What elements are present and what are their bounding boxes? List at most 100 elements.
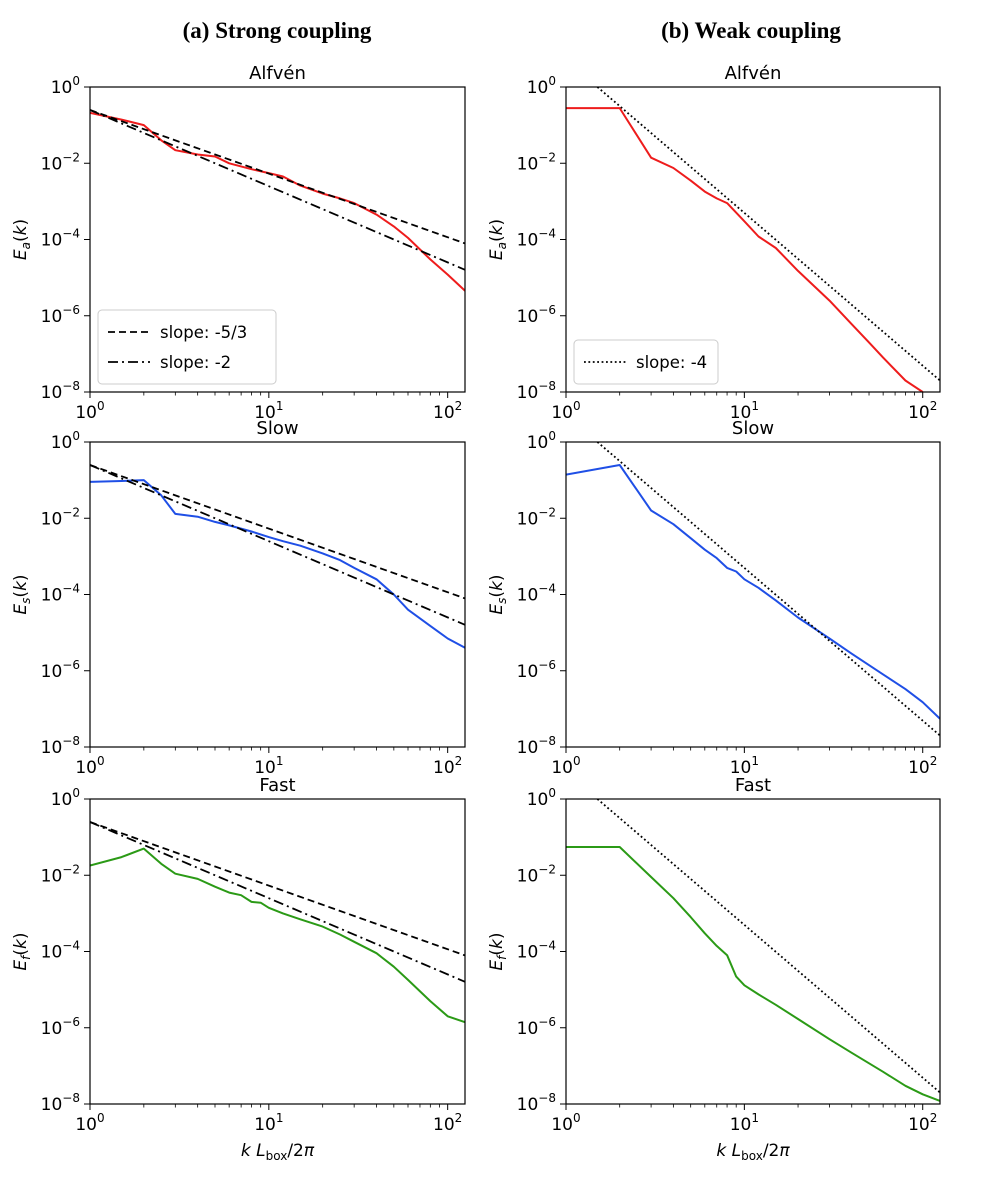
- y-tick-label: 100: [51, 74, 80, 98]
- column-title-weak: (b) Weak coupling: [661, 18, 841, 43]
- y-tick-label: 10−6: [41, 658, 80, 682]
- axes-frame: [565, 441, 941, 748]
- reference-slope-line: [90, 109, 465, 245]
- y-tick-label: 10−4: [41, 227, 80, 251]
- panel-title: Fast: [735, 775, 771, 796]
- y-tick-label: 10−4: [517, 227, 556, 251]
- axes-frame: [565, 798, 941, 1105]
- y-tick-label: 10−8: [517, 379, 556, 403]
- axes-frame: [89, 798, 466, 1105]
- x-axis-label: k Lbox/2π: [241, 1141, 315, 1163]
- series-group: [566, 87, 940, 392]
- reference-slope-line: [90, 109, 465, 271]
- y-axis-label: Ea(k): [11, 219, 33, 260]
- y-axis-label: Ef(k): [11, 932, 33, 970]
- ticks-group: 100 101 102 10−8 10−6 10−4 10−2 100: [41, 429, 463, 778]
- reference-slope-line: [596, 799, 940, 1094]
- y-axis-label: Es(k): [487, 574, 509, 614]
- y-tick-label: 10−2: [517, 862, 556, 886]
- y-tick-label: 10−2: [41, 150, 80, 174]
- y-tick-label: 10−6: [41, 1015, 80, 1039]
- legend-box: [97, 309, 277, 385]
- legend: slope: -5/3 slope: -2: [97, 309, 277, 385]
- legend-label: slope: -2: [160, 353, 231, 372]
- ticks-group: 100 101 102 10−8 10−6 10−4 10−2 100: [517, 74, 938, 423]
- y-tick-label: 100: [527, 429, 556, 453]
- panel-title: Fast: [259, 775, 295, 796]
- legend-label: slope: -4: [636, 353, 707, 372]
- reference-slope-line: [90, 821, 465, 957]
- x-tick-label: 101: [730, 399, 759, 423]
- legend: slope: -4: [573, 339, 719, 385]
- panels-group: Alfvén 100 101 102 10−8 10−6 10−4 10−2 100 Ea(k) s…: [11, 63, 941, 1163]
- y-tick-label: 100: [51, 786, 80, 810]
- series-group: [90, 464, 465, 649]
- y-tick-label: 100: [527, 786, 556, 810]
- y-tick-label: 10−4: [517, 939, 556, 963]
- y-tick-label: 10−6: [517, 658, 556, 682]
- ticks-group: 100 101 102 10−8 10−6 10−4 10−2 100: [517, 786, 938, 1135]
- series-group: [566, 442, 940, 737]
- y-tick-label: 10−6: [517, 1015, 556, 1039]
- panel-title: Alfvén: [249, 63, 306, 84]
- y-tick-label: 10−6: [41, 303, 80, 327]
- y-axis-label: Ef(k): [487, 932, 509, 970]
- reference-slope-line: [90, 464, 465, 600]
- y-tick-label: 10−4: [41, 939, 80, 963]
- panel-weak-alfven: Alfvén 100 101 102 10−8 10−6 10−4 10−2 100 Ea(k) s…: [487, 63, 941, 423]
- y-tick-label: 10−8: [41, 1091, 80, 1115]
- x-tick-label: 102: [433, 399, 462, 423]
- spectrum-line: [90, 847, 465, 1024]
- ticks-group: 100 101 102 10−8 10−6 10−4 10−2 100: [41, 74, 463, 423]
- ticks-group: 100 101 102 10−8 10−6 10−4 10−2 100: [517, 429, 938, 778]
- y-tick-label: 10−2: [41, 862, 80, 886]
- reference-slope-line: [90, 464, 465, 626]
- y-axis-label: Ea(k): [487, 219, 509, 260]
- spectrum-line: [90, 111, 465, 292]
- x-tick-label: 102: [908, 754, 937, 778]
- spectrum-line: [566, 846, 940, 1102]
- legend-box: [573, 339, 719, 385]
- x-tick-label: 101: [730, 754, 759, 778]
- reference-slope-line: [596, 87, 940, 382]
- y-tick-label: 10−6: [517, 303, 556, 327]
- panel-strong-fast: Fast 100 101 102 10−8 10−6 10−4 10−2 100 Ef(k) k L…: [11, 775, 466, 1163]
- axes-frame: [89, 441, 466, 748]
- y-tick-label: 10−8: [517, 1091, 556, 1115]
- x-tick-label: 101: [254, 399, 283, 423]
- x-tick-label: 101: [254, 1111, 283, 1135]
- y-tick-label: 10−4: [517, 582, 556, 606]
- reference-slope-line: [596, 442, 940, 737]
- x-tick-label: 100: [75, 1111, 104, 1135]
- spectrum-line: [90, 479, 465, 649]
- panel-weak-fast: Fast 100 101 102 10−8 10−6 10−4 10−2 100 Ef(k) k L…: [487, 775, 941, 1163]
- y-tick-label: 10−4: [41, 582, 80, 606]
- y-tick-label: 10−2: [41, 505, 80, 529]
- x-tick-label: 102: [433, 1111, 462, 1135]
- y-axis-label: Es(k): [11, 574, 33, 614]
- panel-weak-slow: Slow 100 101 102 10−8 10−6 10−4 10−2 100 Es(k): [487, 418, 941, 778]
- series-group: [90, 109, 465, 292]
- spectrum-line: [566, 464, 940, 720]
- column-title-strong: (a) Strong coupling: [183, 18, 372, 43]
- x-tick-label: 101: [730, 1111, 759, 1135]
- x-tick-label: 102: [433, 754, 462, 778]
- x-tick-label: 101: [254, 754, 283, 778]
- y-tick-label: 100: [51, 429, 80, 453]
- spectrum-line: [566, 107, 924, 392]
- x-tick-label: 102: [908, 1111, 937, 1135]
- ticks-group: 100 101 102 10−8 10−6 10−4 10−2 100: [41, 786, 463, 1135]
- series-group: [566, 799, 940, 1102]
- series-group: [90, 821, 465, 1024]
- panel-title: Alfvén: [725, 63, 782, 84]
- panel-title: Slow: [256, 418, 298, 439]
- panel-strong-alfven: Alfvén 100 101 102 10−8 10−6 10−4 10−2 100 Ea(k) s…: [11, 63, 466, 423]
- x-tick-label: 100: [75, 754, 104, 778]
- x-tick-label: 100: [75, 399, 104, 423]
- y-tick-label: 10−2: [517, 150, 556, 174]
- y-tick-label: 10−8: [41, 734, 80, 758]
- legend-label: slope: -5/3: [160, 323, 247, 342]
- y-tick-label: 100: [527, 74, 556, 98]
- x-tick-label: 102: [908, 399, 937, 423]
- x-tick-label: 100: [551, 1111, 580, 1135]
